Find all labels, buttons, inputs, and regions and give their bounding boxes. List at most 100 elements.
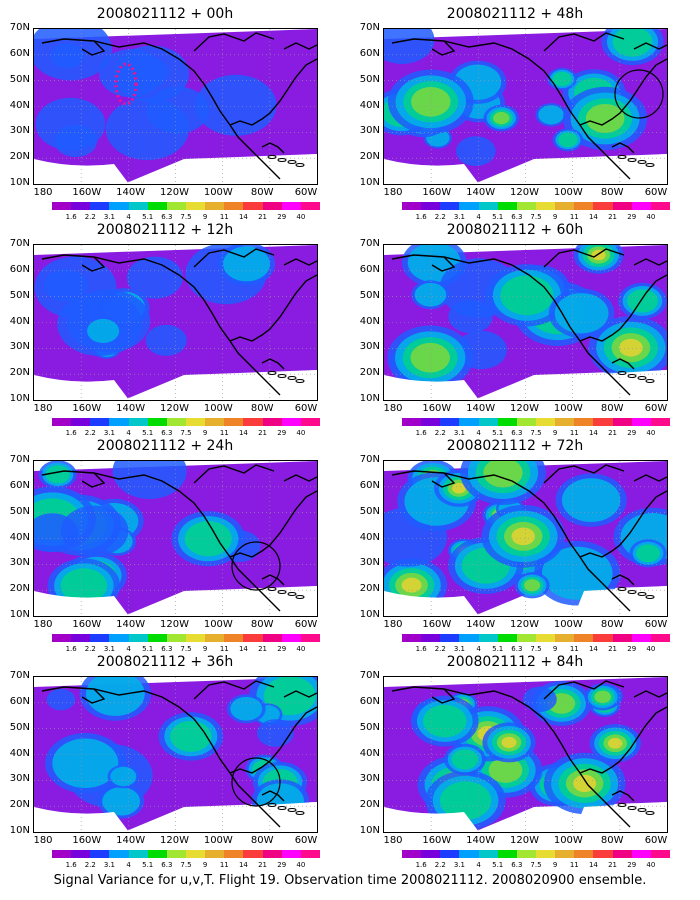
latitude-label: 30N (9, 773, 30, 785)
colorbar-swatch (128, 418, 148, 426)
longitude-label: 120W (160, 835, 189, 846)
longitude-label: 100W (203, 403, 233, 414)
variance-contour (46, 688, 76, 711)
colorbar-tick: 40 (646, 213, 656, 221)
colorbar-swatch (224, 202, 244, 210)
longitude-label: 80W (600, 187, 624, 198)
colorbar-swatch (300, 850, 320, 858)
colorbar-tick: 9 (552, 213, 558, 221)
longitude-label: 80W (250, 403, 274, 414)
longitude-label: 160W (72, 835, 102, 846)
longitude-label: 140W (466, 187, 496, 198)
variance-contour (619, 338, 643, 357)
colorbar-tick: 9 (202, 213, 208, 221)
longitude-label: 140W (466, 403, 496, 414)
variance-contour (223, 246, 270, 282)
coastline (391, 248, 667, 396)
colorbar-swatch (574, 418, 594, 426)
variance-contour (85, 677, 145, 716)
flight-track (114, 62, 138, 106)
colorbar-swatch (478, 202, 498, 210)
colorbar-swatch (205, 850, 225, 858)
colorbar-swatch (402, 202, 422, 210)
colorbar-swatch (478, 418, 498, 426)
colorbar-tick: 7.5 (180, 429, 192, 437)
colorbar-swatch (574, 634, 594, 642)
colorbar-swatch (459, 202, 479, 210)
latitude-label: 30N (9, 557, 30, 569)
longitude-label: 140W (116, 187, 146, 198)
colorbar-swatch (300, 634, 320, 642)
colorbar-tick: 4 (476, 429, 481, 437)
map-panel: 2008021112 + 72h 70N 60N 50N 40N 30N 20N 10N 180… (350, 438, 680, 653)
island (267, 587, 277, 591)
island (645, 811, 655, 815)
variance-contour (170, 720, 212, 752)
observation-circle (614, 69, 664, 119)
colorbar-swatch (90, 418, 110, 426)
map-svg (384, 29, 667, 184)
longitude-label: 160W (72, 187, 102, 198)
no-data-region (384, 807, 479, 832)
colorbar-tick: 2.2 (84, 213, 96, 221)
variance-contour (126, 256, 183, 299)
map-svg (384, 677, 667, 832)
colorbar-tick: 11 (569, 645, 579, 653)
colorbar-swatch (612, 850, 632, 858)
longitude-label: 80W (250, 835, 274, 846)
latitude-label: 30N (359, 341, 380, 353)
latitude-label: 50N (9, 721, 30, 733)
colorbar-tick: 11 (219, 645, 229, 653)
latitude-label: 10N (359, 177, 380, 188)
island (627, 590, 637, 594)
latitude-label: 20N (9, 151, 30, 163)
colorbar-swatch (574, 202, 594, 210)
variance-contour (423, 704, 467, 738)
longitude-label: 60W (294, 187, 318, 198)
latitude-label: 10N (9, 177, 30, 188)
panel-title: 2008021112 + 72h (446, 438, 584, 454)
latitude-label: 60N (9, 695, 30, 707)
latitude-label: 50N (359, 721, 380, 733)
colorbar (52, 202, 320, 210)
colorbar-swatch (243, 418, 263, 426)
map-panel: 2008021112 + 12h 70N 60N 50N 40N 30N 20N 10N 180… (0, 222, 330, 437)
colorbar-swatch (440, 850, 460, 858)
variance-contour (60, 505, 129, 557)
colorbar-swatch (205, 418, 225, 426)
latitude-label: 20N (359, 367, 380, 379)
island (645, 595, 655, 599)
colorbar-swatch (224, 634, 244, 642)
island (287, 808, 297, 812)
longitude-label: 180 (383, 403, 403, 414)
colorbar-swatch (535, 634, 556, 642)
longitude-label: 60W (644, 187, 668, 198)
colorbar-tick: 7.5 (530, 429, 542, 437)
colorbar-tick: 2.2 (434, 213, 446, 221)
variance-map (383, 28, 668, 185)
colorbar-swatch (440, 418, 460, 426)
map-panel: 2008021112 + 24h 70N 60N 50N 40N 30N 20N 10N 180… (0, 438, 330, 653)
colorbar-swatch (109, 634, 129, 642)
latitude-label: 70N (359, 670, 380, 681)
latitude-label: 70N (359, 454, 380, 465)
variance-contour (87, 318, 120, 343)
longitude-label: 60W (644, 619, 668, 630)
variance-contour (384, 29, 435, 65)
colorbar-swatch (52, 634, 72, 642)
colorbar-swatch (109, 418, 129, 426)
latitude-label: 20N (359, 799, 380, 811)
latitude-label: 40N (359, 531, 380, 543)
map-svg (34, 29, 317, 184)
longitude-label: 140W (466, 619, 496, 630)
latitude-label: 10N (9, 825, 30, 836)
variance-contour (34, 29, 112, 81)
colorbar-tick: 29 (277, 429, 287, 437)
colorbar-swatch (128, 634, 148, 642)
colorbar-tick: 29 (627, 861, 637, 869)
longitude-label: 140W (466, 835, 496, 846)
island (295, 163, 305, 167)
latitude-label: 70N (359, 22, 380, 33)
colorbar-swatch (243, 634, 263, 642)
colorbar-swatch (516, 202, 536, 210)
